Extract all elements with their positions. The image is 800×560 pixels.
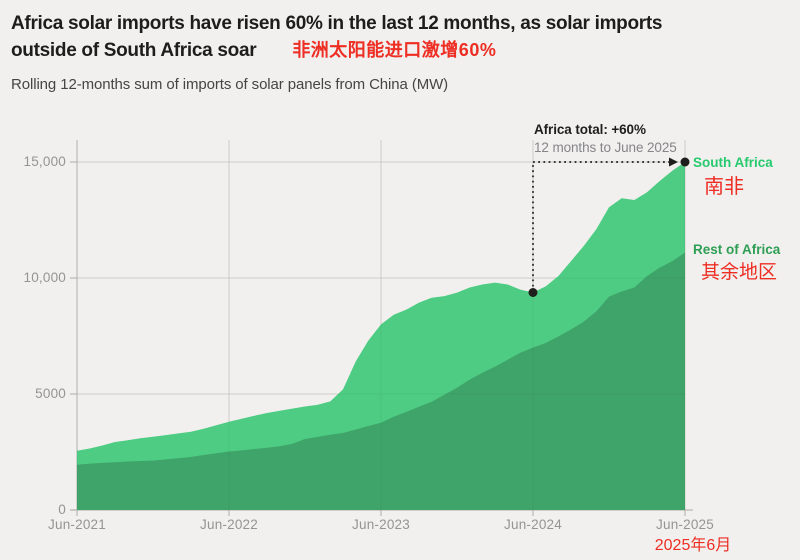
title-note-chinese: 非洲太阳能进口激增60% <box>292 40 497 60</box>
title-line1: Africa solar imports have risen 60% in t… <box>11 13 663 34</box>
annotation-sublabel: 12 months to June 2025 <box>534 140 677 155</box>
annotation-label: Africa total: +60% <box>534 122 646 137</box>
x-tick-label: Jun-2021 <box>48 517 106 532</box>
series-label-rest-of-africa: Rest of Africa <box>693 242 781 257</box>
series-label-south-africa: South Africa <box>693 155 773 170</box>
x-tick-label: Jun-2022 <box>200 517 258 532</box>
x-tick-label: Jun-2024 <box>504 517 562 532</box>
y-tick-label: 5000 <box>35 386 66 401</box>
x-tick-label: Jun-2023 <box>352 517 410 532</box>
y-tick-label: 15,000 <box>23 154 66 169</box>
title-line2: outside of South Africa soar <box>11 40 257 61</box>
series-label-rest-of-africa-chinese: 其余地区 <box>701 262 778 283</box>
chart-subtitle: Rolling 12-months sum of imports of sola… <box>11 76 449 93</box>
x-end-note-chinese: 2025年6月 <box>654 537 732 554</box>
y-tick-label: 0 <box>58 502 66 517</box>
y-tick-label: 10,000 <box>23 270 66 285</box>
x-tick-label: Jun-2025 <box>656 517 714 532</box>
series-label-south-africa-chinese: 南非 <box>704 176 744 198</box>
annotation-africa-total: Africa total: +60% 12 months to June 202… <box>534 122 677 155</box>
page-title: Africa solar imports have risen 60% in t… <box>11 10 797 64</box>
